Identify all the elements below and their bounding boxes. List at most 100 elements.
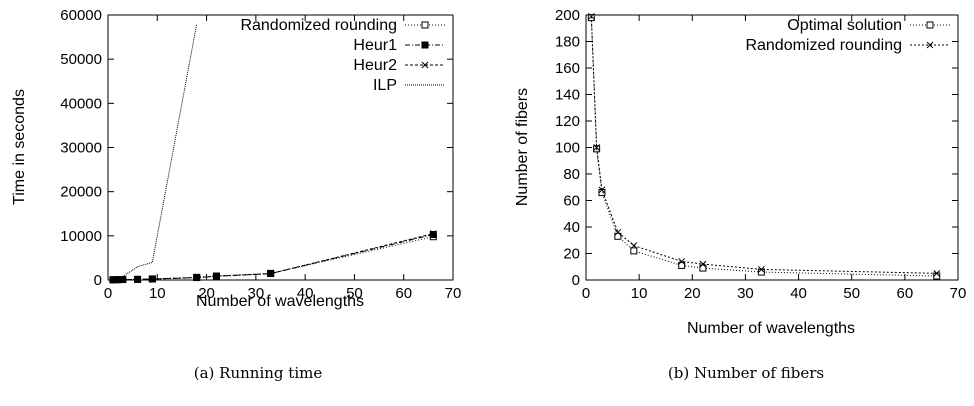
y-tick-label: 30000 [60, 140, 102, 157]
y-tick-label: 60000 [60, 7, 102, 24]
x-tick-label: 70 [950, 285, 967, 302]
series-layer [109, 23, 437, 284]
y-tick-label: 40000 [60, 95, 102, 112]
series-layer [587, 12, 941, 280]
x-tick-label: 10 [631, 285, 648, 302]
series-optimal-solution [587, 14, 941, 280]
legend-label: Heur1 [353, 37, 397, 54]
x-tick-label: 70 [445, 285, 462, 302]
data-point [213, 272, 220, 280]
legend-label: Heur2 [353, 57, 397, 74]
legend-item: Optimal solution [787, 17, 950, 34]
y-tick-label: 60 [563, 193, 580, 210]
x-tick-label: 10 [149, 285, 166, 302]
y-tick-label: 10000 [60, 228, 102, 245]
legend-item: Randomized rounding [240, 17, 445, 34]
legend-marker [421, 21, 429, 29]
legend-label: Optimal solution [787, 17, 902, 34]
x-tick-label: 20 [684, 285, 701, 302]
y-tick-label: 80 [563, 166, 580, 183]
x-tick-label: 20 [198, 285, 215, 302]
plot-frame [585, 14, 959, 281]
x-tick-label: 40 [297, 285, 314, 302]
legend-marker [926, 41, 934, 49]
series-ilp [112, 23, 198, 280]
x-tick-label: 0 [582, 285, 590, 302]
caption: (a) Running time [194, 364, 323, 382]
x-ticks: 0 10 20 30 40 50 60 70 [104, 15, 462, 302]
x-tick-label: 50 [346, 285, 363, 302]
data-point [109, 276, 117, 284]
legend-marker [926, 21, 934, 29]
x-tick-label: 0 [104, 285, 112, 302]
y-tick-label: 20 [563, 246, 580, 263]
data-point [267, 270, 274, 277]
data-point [630, 247, 638, 255]
data-point [114, 276, 122, 284]
data-point [678, 258, 686, 265]
legend-label: Randomized rounding [240, 17, 397, 34]
legend-item: Heur2 [353, 57, 445, 74]
y-axis-label: Time in seconds [11, 89, 28, 205]
legend-marker [421, 41, 429, 49]
legend-item: Heur1 [353, 37, 445, 54]
y-tick-label: 0 [572, 272, 580, 289]
caption: (b) Number of fibers [668, 364, 824, 382]
x-tick-label: 30 [737, 285, 754, 302]
y-tick-label: 20000 [60, 184, 102, 201]
data-point [678, 261, 686, 269]
data-point [587, 12, 595, 20]
data-point [699, 264, 707, 272]
legend: Randomized rounding Heur1 Heur2 ILP [240, 17, 445, 94]
data-point [193, 274, 201, 281]
x-axis-label: Number of wavelengths [687, 320, 855, 337]
data-point [149, 275, 156, 283]
legend-item: Randomized rounding [745, 37, 950, 54]
series-randomized-rounding [587, 12, 941, 277]
x-axis-label: Number of wavelengths [196, 293, 364, 310]
y-tick-label: 160 [555, 60, 580, 77]
legend-item: ILP [373, 77, 445, 94]
chart-number-of-fibers: 0 10 20 30 40 50 60 70 0 20 40 60 80 100 120 140 160 180… [514, 7, 966, 382]
legend-label: Randomized rounding [745, 37, 902, 54]
series-line [112, 23, 198, 280]
y-ticks: 0 20 40 60 80 100 120 140 160 180 200 [555, 7, 958, 289]
data-point [614, 228, 622, 236]
data-point [598, 186, 606, 194]
series-heur2 [109, 230, 437, 284]
y-tick-label: 50000 [60, 51, 102, 68]
data-point [699, 260, 707, 268]
data-point [429, 230, 437, 237]
data-point [758, 266, 765, 273]
series-heur1 [109, 231, 437, 284]
legend-marker [421, 61, 429, 69]
x-tick-label: 40 [790, 285, 807, 302]
plot-frame [107, 14, 454, 281]
y-tick-label: 100 [555, 140, 580, 157]
x-tick-label: 50 [843, 285, 860, 302]
legend: Optimal solution Randomized rounding [745, 17, 950, 54]
chart-running-time: 0 10 20 30 40 50 60 70 0 10000 20000 30000 40000 500… [11, 7, 461, 382]
series-line [112, 233, 434, 280]
y-tick-label: 140 [555, 87, 580, 104]
y-axis-label: Number of fibers [514, 88, 531, 206]
x-tick-label: 30 [248, 285, 265, 302]
series-line [590, 17, 937, 277]
y-tick-label: 120 [555, 113, 580, 130]
y-tick-label: 200 [555, 7, 580, 24]
data-point [933, 270, 941, 277]
series-line [590, 16, 937, 274]
y-tick-label: 180 [555, 34, 580, 51]
data-point [593, 144, 600, 151]
legend-label: ILP [373, 77, 397, 94]
x-tick-label: 60 [897, 285, 914, 302]
y-ticks: 0 10000 20000 30000 40000 50000 60000 [60, 7, 453, 289]
data-point [630, 242, 638, 249]
x-tick-label: 60 [395, 285, 412, 302]
y-tick-label: 40 [563, 219, 580, 236]
data-point [134, 276, 141, 283]
y-tick-label: 0 [94, 272, 102, 289]
data-point [429, 231, 437, 239]
data-point [614, 232, 622, 240]
